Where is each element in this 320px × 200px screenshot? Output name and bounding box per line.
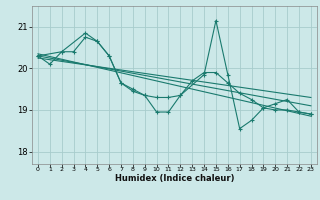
X-axis label: Humidex (Indice chaleur): Humidex (Indice chaleur) xyxy=(115,174,234,183)
